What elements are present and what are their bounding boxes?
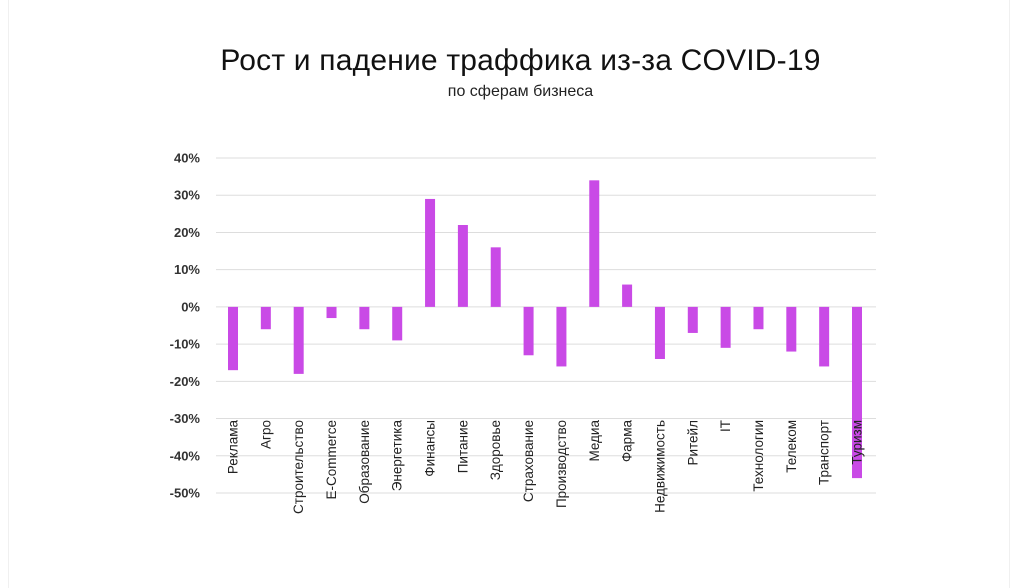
category-label: Транспорт	[817, 420, 832, 485]
category-label: Телеком	[784, 420, 799, 473]
y-axis-ticks: 40% 30% 20% 10% 0% -10% -20% -30% -40% -50%	[170, 151, 201, 501]
bar	[260, 306, 271, 330]
bar	[786, 306, 797, 352]
category-label: Производство	[554, 420, 569, 508]
category-label: Энергетика	[390, 420, 405, 492]
bar	[852, 306, 862, 479]
chart-title: Рост и падение траффика из-за COVID-19	[220, 44, 821, 77]
bars	[228, 180, 862, 479]
gridlines	[216, 157, 876, 494]
bar	[523, 306, 534, 356]
category-labels: Реклама Агро Строительство E-Commerce Образо…	[226, 420, 865, 514]
category-label: Ритейл	[685, 420, 700, 466]
bar	[490, 247, 501, 307]
bar	[819, 306, 830, 367]
category-label: Финансы	[423, 420, 438, 477]
category-label: Строительство	[291, 420, 306, 514]
bar	[425, 198, 436, 307]
category-label: Фарма	[620, 420, 635, 463]
y-tick-label: 30%	[174, 188, 200, 203]
category-label: Недвижимость	[652, 420, 667, 513]
bar	[392, 306, 403, 341]
y-tick-label: -30%	[170, 411, 201, 426]
bar	[589, 180, 600, 307]
bar	[556, 306, 567, 367]
category-label: Здоровье	[488, 420, 503, 480]
category-label: E-Commerce	[324, 420, 339, 500]
category-label: Технологии	[751, 420, 766, 492]
category-label: IT	[718, 420, 733, 432]
chart-frame	[8, 0, 1010, 588]
y-tick-label: -10%	[170, 337, 201, 352]
category-label: Медиа	[587, 420, 602, 462]
chart-subtitle: по сферам бизнеса	[447, 83, 594, 100]
bar	[720, 306, 731, 348]
category-label: Страхование	[521, 420, 536, 502]
y-tick-label: 10%	[174, 262, 200, 277]
bar	[457, 225, 468, 307]
category-label: Туризм	[850, 420, 865, 465]
bar	[753, 306, 764, 330]
bar	[359, 306, 370, 330]
bar	[687, 306, 698, 333]
category-label: Реклама	[226, 420, 241, 475]
y-tick-label: 20%	[174, 225, 200, 240]
bar	[654, 306, 665, 359]
y-tick-label: -20%	[170, 374, 201, 389]
bar	[228, 306, 238, 371]
category-label: Агро	[258, 420, 273, 449]
category-label: Образование	[357, 420, 372, 504]
y-tick-label: -40%	[170, 448, 201, 463]
bar	[622, 284, 633, 307]
bar	[326, 306, 337, 319]
y-tick-label: 0%	[181, 299, 200, 314]
y-tick-label: -50%	[170, 486, 201, 501]
y-tick-label: 40%	[174, 151, 200, 166]
bar	[293, 306, 304, 374]
category-label: Питание	[455, 420, 470, 473]
